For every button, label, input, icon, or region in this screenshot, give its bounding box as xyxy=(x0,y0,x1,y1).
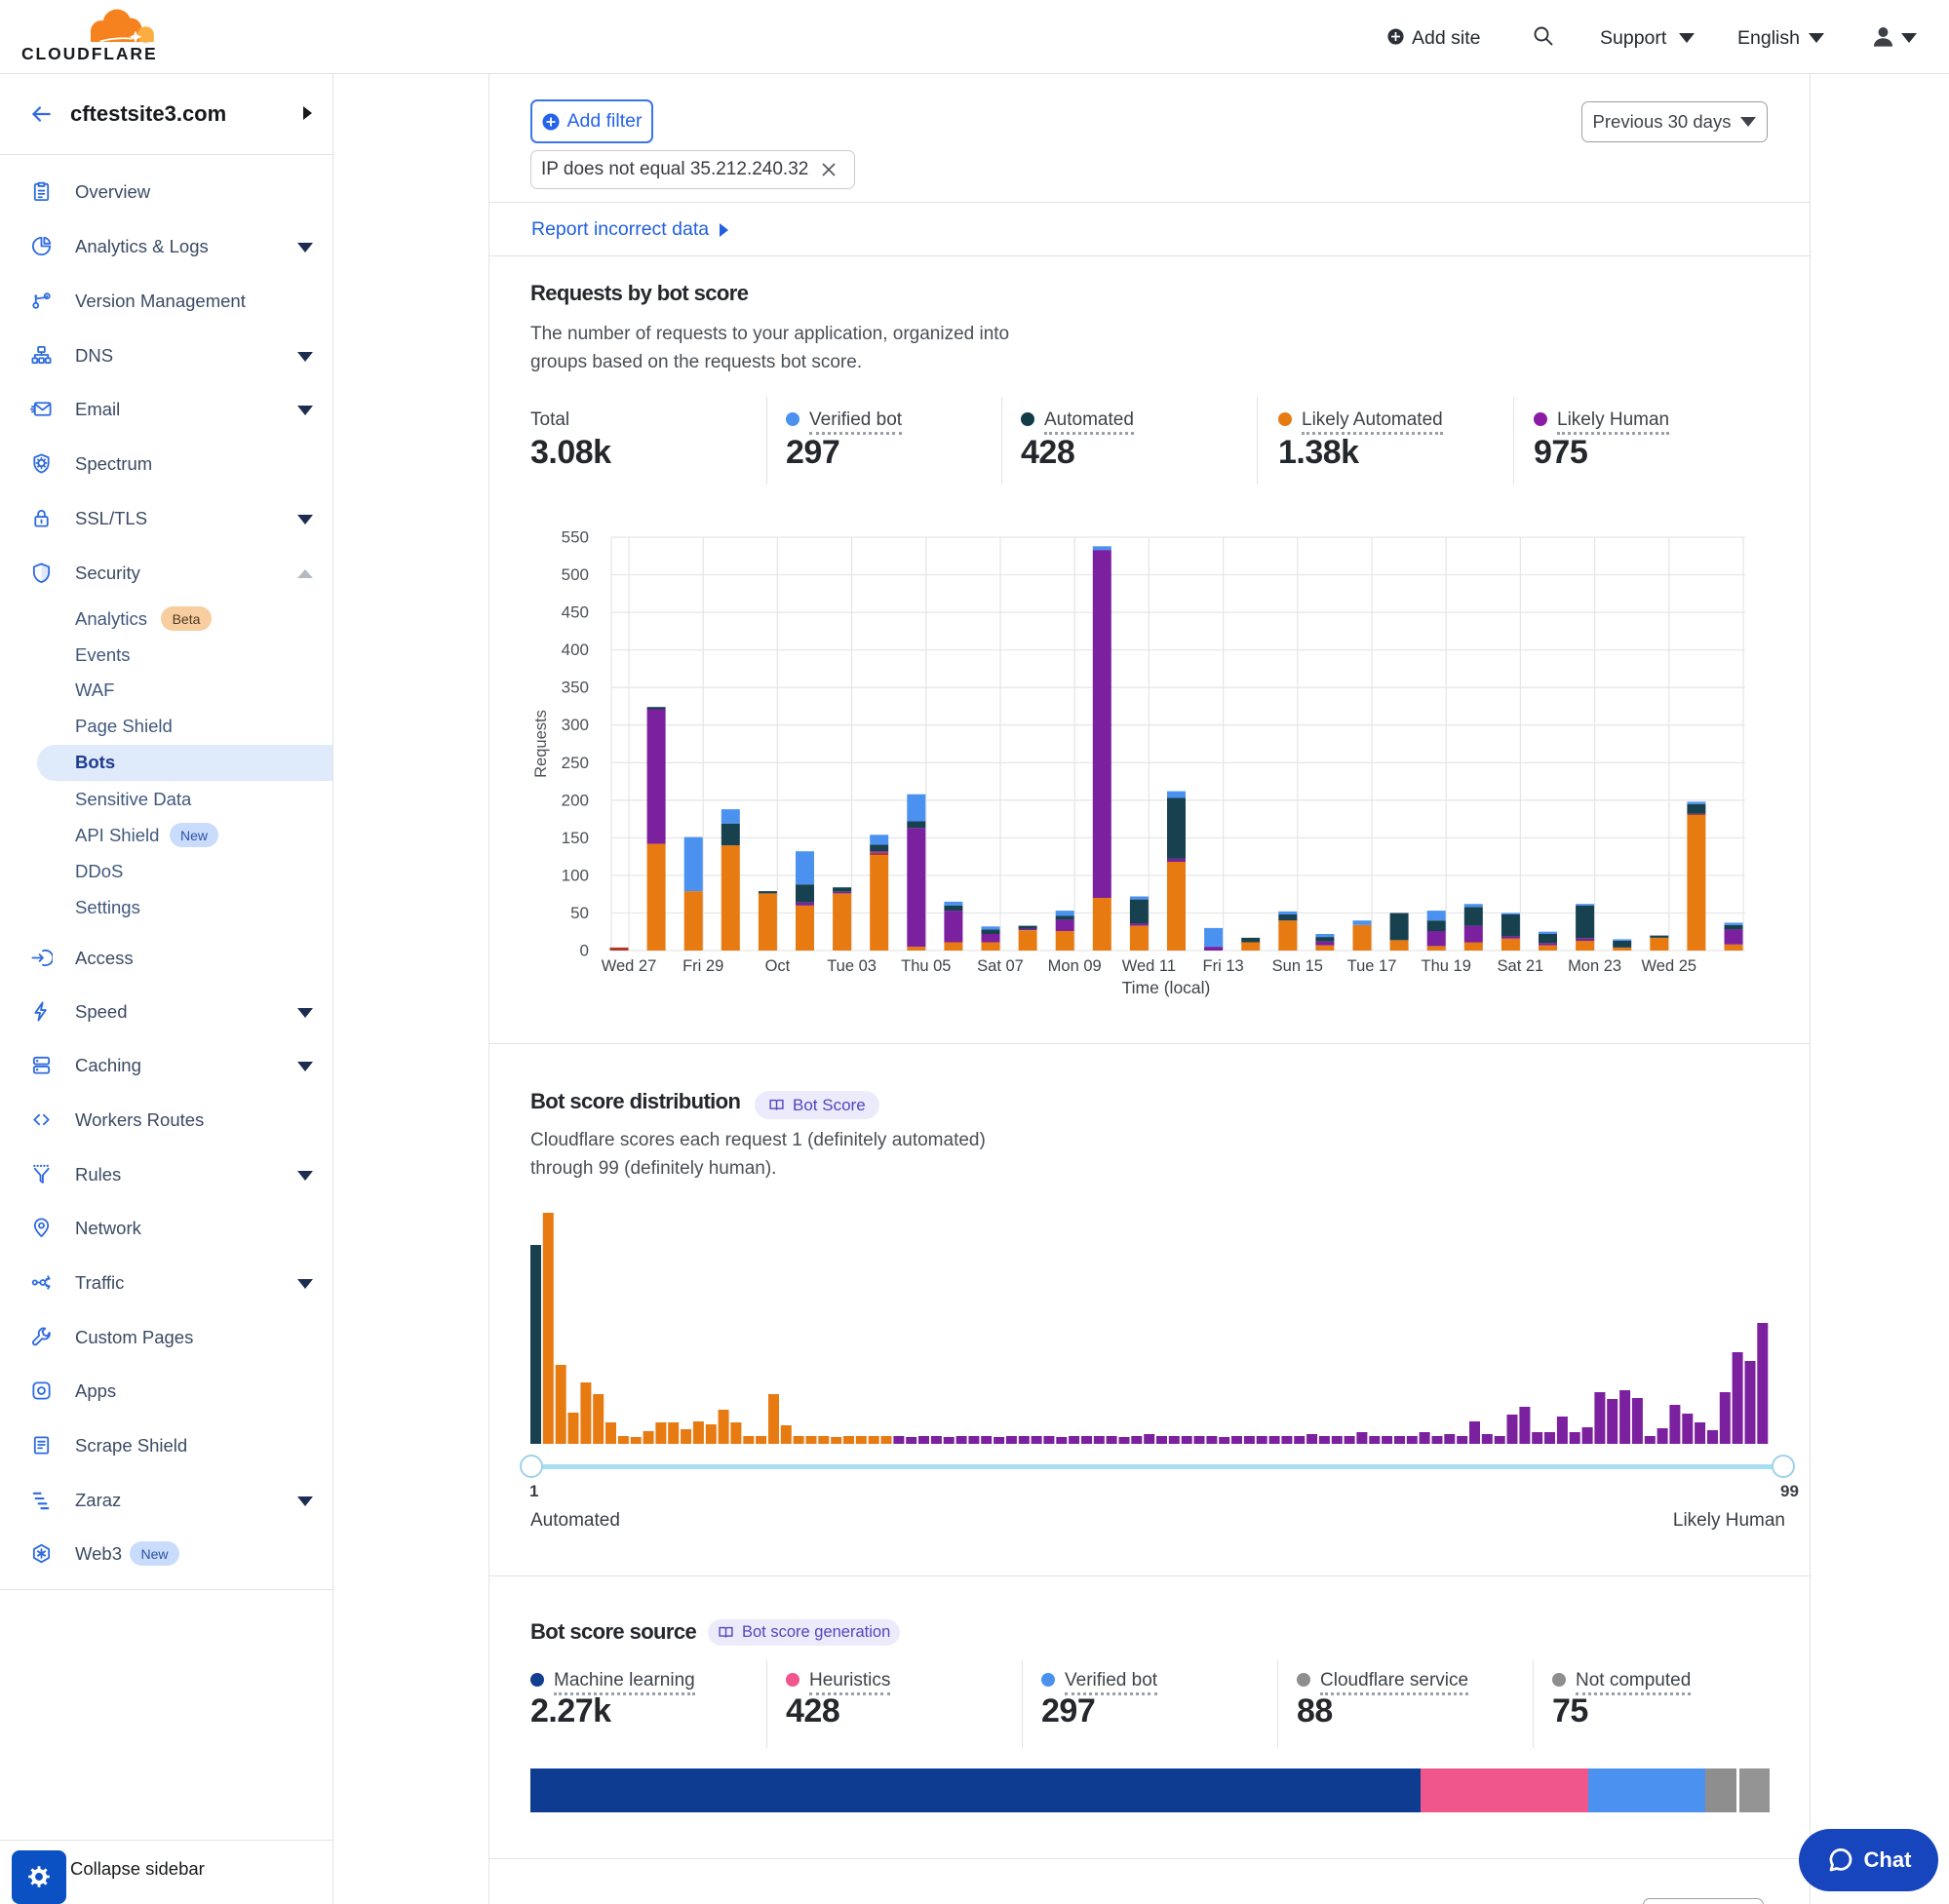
svg-text:200: 200 xyxy=(562,791,589,809)
svg-text:450: 450 xyxy=(562,603,589,622)
svg-text:Mon 09: Mon 09 xyxy=(1048,957,1102,975)
svg-text:300: 300 xyxy=(562,716,589,734)
svg-text:Sat 21: Sat 21 xyxy=(1498,957,1544,975)
svg-text:Wed 25: Wed 25 xyxy=(1642,957,1697,975)
svg-text:0: 0 xyxy=(580,942,589,960)
svg-text:150: 150 xyxy=(562,829,589,847)
svg-text:Requests: Requests xyxy=(532,710,550,778)
svg-text:100: 100 xyxy=(562,866,589,884)
svg-text:Tue 03: Tue 03 xyxy=(827,957,877,975)
svg-text:550: 550 xyxy=(562,528,589,547)
svg-text:Wed 11: Wed 11 xyxy=(1122,957,1176,975)
svg-text:500: 500 xyxy=(562,565,589,584)
svg-text:Fri 29: Fri 29 xyxy=(682,957,723,975)
svg-text:350: 350 xyxy=(562,679,589,697)
svg-text:400: 400 xyxy=(562,641,589,659)
svg-text:Thu 05: Thu 05 xyxy=(901,957,951,975)
svg-text:Time (local): Time (local) xyxy=(1122,978,1211,997)
svg-text:Fri 13: Fri 13 xyxy=(1203,957,1244,975)
svg-text:Oct: Oct xyxy=(765,957,791,975)
svg-text:Sat 07: Sat 07 xyxy=(977,957,1024,975)
svg-text:Mon 23: Mon 23 xyxy=(1568,957,1621,975)
svg-text:Wed 27: Wed 27 xyxy=(602,957,657,975)
svg-text:Thu 19: Thu 19 xyxy=(1422,957,1471,975)
svg-text:Sun 15: Sun 15 xyxy=(1272,957,1323,975)
svg-text:250: 250 xyxy=(562,754,589,772)
svg-text:50: 50 xyxy=(570,904,589,922)
svg-text:Tue 17: Tue 17 xyxy=(1347,957,1397,975)
